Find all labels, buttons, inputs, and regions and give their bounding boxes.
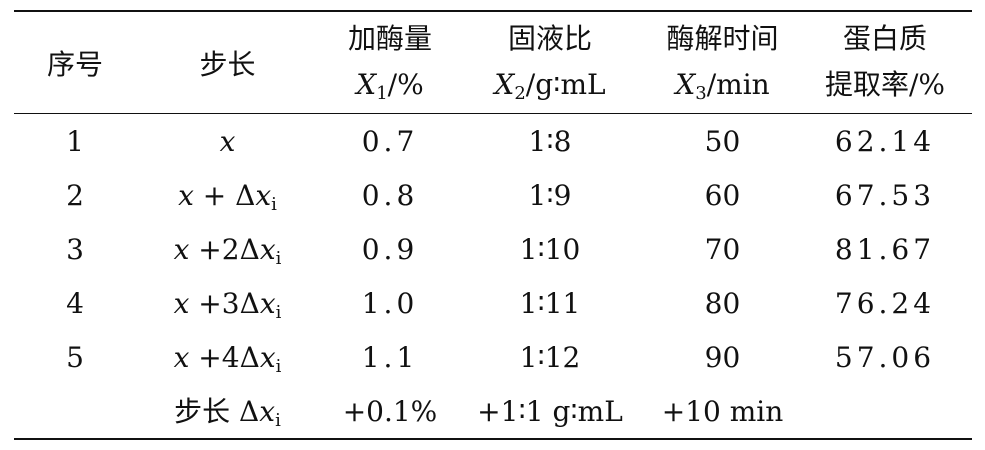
header-enzyme-title: 加酶量: [347, 22, 432, 55]
row-time: 60: [704, 179, 741, 212]
row-enzyme: 1.0: [361, 287, 419, 320]
row-time: 90: [704, 341, 741, 374]
row-ratio: 1∶11: [519, 287, 581, 320]
step-time: +10 min: [661, 395, 784, 428]
row-rate: 81.67: [834, 233, 936, 266]
row-enzyme: 0.7: [361, 125, 419, 158]
row-ratio: 1∶12: [519, 341, 581, 374]
step-ratio: +1∶1 g∶mL: [477, 395, 623, 428]
header-rate-title: 蛋白质: [842, 22, 927, 55]
step-label: 步长 Δxi: [174, 395, 281, 431]
step-enzyme: +0.1%: [342, 395, 438, 428]
header-step: 步长: [199, 48, 256, 81]
row-enzyme: 0.9: [361, 233, 419, 266]
row-rate: 62.14: [834, 125, 936, 158]
row-index: 4: [66, 287, 84, 320]
row-ratio: 1∶10: [519, 233, 581, 266]
table-header-rule: [14, 113, 972, 114]
row-rate: 57.06: [834, 341, 936, 374]
row-step: x: [219, 125, 236, 158]
header-enzyme-unit: X1/%: [356, 68, 424, 104]
row-time: 80: [704, 287, 741, 320]
row-enzyme: 1.1: [361, 341, 419, 374]
header-index: 序号: [46, 48, 103, 81]
row-rate: 76.24: [834, 287, 936, 320]
header-rate-unit: 提取率/%: [824, 68, 946, 101]
header-time-title: 酶解时间: [666, 22, 779, 55]
row-index: 2: [66, 179, 84, 212]
row-index: 5: [66, 341, 84, 374]
row-step: x +3Δxi: [173, 287, 282, 323]
header-ratio-title: 固液比: [507, 22, 592, 55]
row-step: x + Δxi: [178, 179, 277, 215]
row-step: x +2Δxi: [173, 233, 282, 269]
row-index: 1: [66, 125, 84, 158]
row-ratio: 1∶8: [528, 125, 572, 158]
row-step: x +4Δxi: [173, 341, 282, 377]
row-ratio: 1∶9: [528, 179, 572, 212]
table-bottom-rule: [14, 438, 972, 440]
header-ratio-unit: X2/g∶mL: [494, 68, 606, 104]
row-index: 3: [66, 233, 84, 266]
row-time: 50: [704, 125, 741, 158]
row-time: 70: [704, 233, 741, 266]
header-time-unit: X3/min: [675, 68, 770, 104]
row-rate: 67.53: [834, 179, 936, 212]
row-enzyme: 0.8: [361, 179, 419, 212]
table-top-rule: [14, 10, 972, 12]
